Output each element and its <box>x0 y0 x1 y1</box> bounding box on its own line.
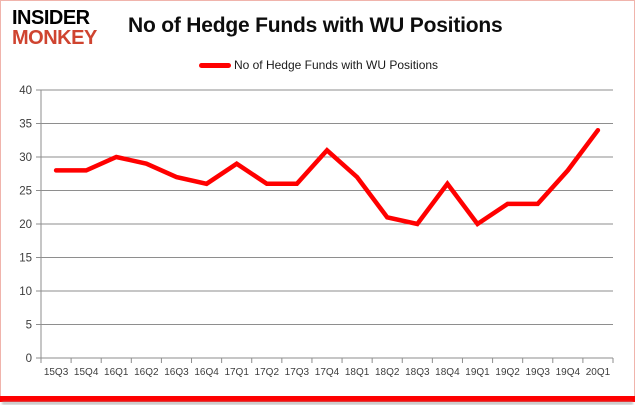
x-tick-label: 16Q4 <box>194 367 219 378</box>
y-tick-label: 0 <box>26 353 32 365</box>
x-tick-label: 18Q1 <box>345 367 370 378</box>
x-tick-label: 19Q1 <box>465 367 490 378</box>
x-tick-label: 17Q2 <box>255 367 280 378</box>
y-tick-label: 30 <box>19 152 32 164</box>
x-tick-label: 18Q3 <box>405 367 430 378</box>
chart-legend: No of Hedge Funds with WU Positions <box>1 58 635 72</box>
y-tick-label: 15 <box>19 253 32 265</box>
x-tick-label: 18Q4 <box>435 367 460 378</box>
bottom-red-bar <box>0 396 635 402</box>
x-tick-label: 17Q1 <box>224 367 249 378</box>
x-tick-label: 15Q3 <box>44 367 69 378</box>
logo-line-monkey: MONKEY <box>12 27 97 49</box>
axes <box>40 90 614 363</box>
y-tick-label: 25 <box>19 186 32 198</box>
x-tick-label: 16Q3 <box>164 367 189 378</box>
y-tick-label: 35 <box>19 119 32 131</box>
x-tick-label: 20Q1 <box>586 367 611 378</box>
x-tick-label: 16Q1 <box>104 367 129 378</box>
series-line <box>53 127 601 228</box>
chart-title: No of Hedge Funds with WU Positions <box>128 14 503 37</box>
y-tick-label: 20 <box>19 219 32 231</box>
legend-label: No of Hedge Funds with WU Positions <box>233 58 439 72</box>
legend-line-swatch <box>198 62 231 68</box>
y-axis-labels: 0 5 10 15 20 25 30 35 40 <box>19 85 32 365</box>
x-tick-label: 17Q3 <box>285 367 310 378</box>
x-tick-label: 17Q4 <box>315 367 340 378</box>
gridlines <box>36 89 613 359</box>
bottom-shadow <box>2 402 633 405</box>
y-tick-label: 10 <box>19 286 32 298</box>
x-axis-labels: 15Q3 15Q4 16Q1 16Q2 16Q3 16Q4 17Q1 17Q2 17Q3 17Q4… <box>44 367 611 378</box>
y-tick-label: 5 <box>26 320 32 332</box>
x-tick-label: 19Q3 <box>526 367 551 378</box>
x-tick-label: 19Q4 <box>556 367 581 378</box>
logo-line-insider: INSIDER <box>12 7 90 29</box>
x-tick-label: 19Q2 <box>495 367 520 378</box>
x-tick-label: 15Q4 <box>74 367 99 378</box>
y-tick-label: 40 <box>19 85 32 97</box>
x-tick-label: 18Q2 <box>375 367 400 378</box>
x-tick-label: 16Q2 <box>134 367 159 378</box>
insider-monkey-logo: INSIDER MONKEY <box>12 8 97 48</box>
